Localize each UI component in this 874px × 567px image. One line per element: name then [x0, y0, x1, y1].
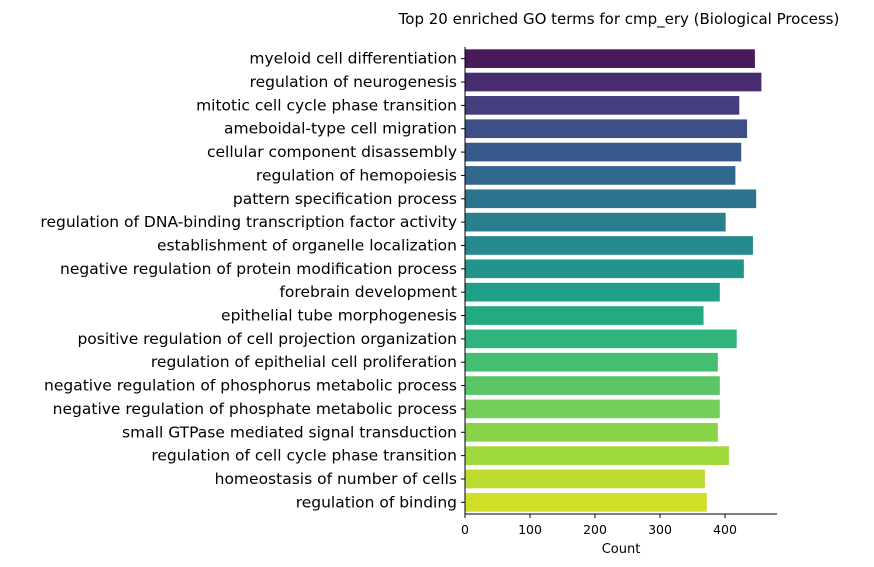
bar: [465, 469, 705, 489]
category-label: negative regulation of protein modificat…: [60, 260, 457, 278]
category-label: negative regulation of phosphorus metabo…: [44, 377, 457, 395]
bar: [465, 212, 726, 232]
bar: [465, 259, 744, 279]
bar: [465, 96, 740, 115]
x-tick-label: 100: [518, 522, 542, 537]
bar: [465, 189, 757, 209]
bar: [465, 282, 720, 302]
category-label: forebrain development: [279, 283, 457, 301]
bar: [465, 399, 720, 419]
bar: [465, 49, 755, 69]
x-axis-label: Count: [602, 542, 641, 557]
category-label: regulation of cell cycle phase transitio…: [151, 447, 457, 465]
bar: [465, 352, 718, 372]
x-tick-label: 0: [461, 522, 469, 537]
category-label: regulation of neurogenesis: [250, 73, 457, 91]
x-axis: 0 100 200 300 400: [461, 514, 737, 537]
bar: [465, 119, 748, 139]
bar: [465, 329, 737, 349]
category-label: negative regulation of phosphate metabol…: [53, 400, 457, 418]
bar: [465, 376, 720, 395]
category-label: homeostasis of number of cells: [215, 470, 457, 488]
category-label: epithelial tube morphogenesis: [221, 307, 457, 325]
chart-title: Top 20 enriched GO terms for cmp_ery (Bi…: [398, 10, 840, 29]
category-label: cellular component disassembly: [207, 143, 457, 161]
category-label: regulation of DNA-binding transcription …: [40, 213, 457, 231]
bar: [465, 166, 736, 185]
category-label: pattern specification process: [233, 190, 457, 208]
category-label: regulation of hemopoiesis: [256, 166, 457, 184]
bar: [465, 72, 762, 92]
category-labels: myeloid cell differentiation regulation o…: [40, 50, 465, 511]
bar: [465, 142, 742, 162]
bar: [465, 236, 753, 255]
category-label: small GTPase mediated signal transductio…: [122, 423, 457, 441]
x-tick-label: 400: [713, 522, 737, 537]
bar: [465, 446, 729, 465]
category-label: mitotic cell cycle phase transition: [196, 96, 457, 114]
category-label: establishment of organelle localization: [157, 236, 457, 254]
x-tick-label: 300: [648, 522, 672, 537]
bar: [465, 422, 718, 442]
category-label: positive regulation of cell projection o…: [77, 330, 457, 348]
bar: [465, 306, 704, 325]
bars-group: [465, 49, 762, 512]
x-tick-label: 200: [583, 522, 607, 537]
category-label: ameboidal-type cell migration: [224, 120, 457, 138]
category-label: regulation of epithelial cell proliferat…: [151, 353, 457, 371]
category-label: regulation of binding: [296, 493, 457, 511]
bar: [465, 492, 707, 512]
category-label: myeloid cell differentiation: [249, 50, 457, 68]
